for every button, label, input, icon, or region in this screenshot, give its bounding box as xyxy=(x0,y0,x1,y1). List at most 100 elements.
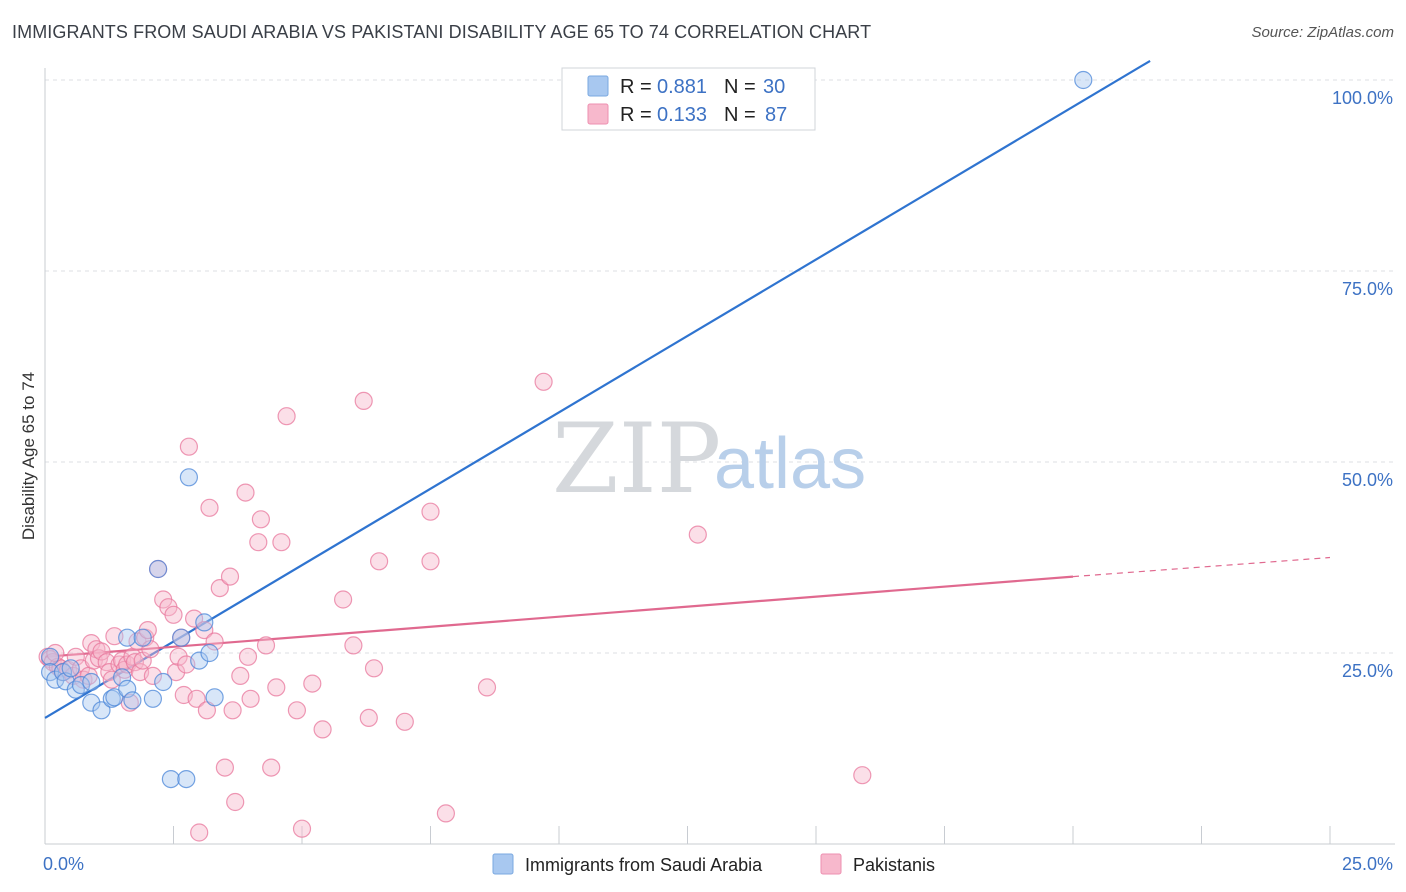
saudi-point-5 xyxy=(61,659,80,678)
pakistani-point-59 xyxy=(238,647,258,666)
legend-n-value-pakistani: 87 xyxy=(765,104,787,126)
pakistani-point-80 xyxy=(421,502,440,521)
saudi-point-19 xyxy=(149,559,168,579)
saudi-point-23 xyxy=(177,769,196,789)
pakistani-point-39 xyxy=(167,662,186,682)
watermark-zip: ZIP xyxy=(552,403,721,515)
saudi-trend-line xyxy=(44,59,1151,719)
pakistani-point-48 xyxy=(195,620,214,640)
x-tick-label-1: 25.0% xyxy=(1342,854,1393,874)
pakistani-point-46 xyxy=(187,689,206,708)
saudi-point-10 xyxy=(92,701,111,720)
y-tick-label-1: 50.0% xyxy=(1342,470,1393,490)
pakistani-trend-line xyxy=(44,575,1074,658)
pakistani-point-73 xyxy=(344,636,363,655)
pakistani-point-67 xyxy=(277,407,296,426)
saudi-point-0 xyxy=(40,647,60,666)
pakistani-point-72 xyxy=(334,590,353,609)
saudi-point-18 xyxy=(143,689,162,708)
legend-r-value-saudi: 0.881 xyxy=(657,76,707,98)
pakistani-point-51 xyxy=(205,632,224,651)
saudi-point-28 xyxy=(205,688,224,707)
pakistani-point-40 xyxy=(169,647,188,666)
pakistani-point-77 xyxy=(370,552,389,571)
legend-r-label: R = xyxy=(620,76,652,98)
legend-swatch-pakistani xyxy=(587,103,609,125)
saudi-point-16 xyxy=(123,691,142,710)
pakistani-point-66 xyxy=(272,533,291,552)
saudi-point-14 xyxy=(118,679,137,699)
pakistani-point-54 xyxy=(220,567,240,586)
bottom-legend-swatch-pakistani xyxy=(820,853,842,875)
saudi-point-15 xyxy=(118,628,137,647)
legend: R = 0.881 N = 30 R = 0.133 N = 87 xyxy=(561,67,816,131)
pakistani-point-84 xyxy=(688,525,707,544)
pakistani-point-61 xyxy=(249,533,268,552)
pakistani-point-34 xyxy=(143,666,162,686)
pakistani-point-81 xyxy=(436,804,455,823)
saudi-point-13 xyxy=(112,668,132,687)
pakistani-point-85 xyxy=(853,766,872,785)
pakistani-trend-extension xyxy=(1072,556,1331,578)
bottom-legend-swatch-saudi xyxy=(492,853,514,875)
y-tick-labels: 25.0% 50.0% 75.0% 100.0% xyxy=(1332,88,1393,681)
pakistani-point-83 xyxy=(534,372,553,391)
pakistani-point-75 xyxy=(359,708,378,728)
pakistani-point-69 xyxy=(292,819,312,838)
pakistani-point-76 xyxy=(364,659,384,678)
bottom-legend-label-saudi: Immigrants from Saudi Arabia xyxy=(525,855,763,875)
legend-swatch-saudi xyxy=(587,75,609,97)
y-tick-label-0: 25.0% xyxy=(1342,661,1393,681)
saudi-point-20 xyxy=(154,672,173,692)
bottom-legend-label-pakistani: Pakistanis xyxy=(853,855,935,875)
legend-r-label-2: R = xyxy=(620,104,652,126)
legend-n-value-saudi: 30 xyxy=(763,76,785,98)
bottom-legend: Immigrants from Saudi Arabia Pakistanis xyxy=(492,853,935,875)
saudi-point-29 xyxy=(1074,70,1093,90)
pakistani-point-45 xyxy=(185,609,204,628)
saudi-point-12 xyxy=(105,688,124,707)
pakistani-point-56 xyxy=(226,792,245,812)
pakistani-point-70 xyxy=(303,674,322,693)
legend-r-value-pakistani: 0.133 xyxy=(657,104,707,126)
saudi-point-17 xyxy=(133,628,152,647)
saudi-point-27 xyxy=(200,643,219,663)
legend-n-label: N = xyxy=(724,76,756,98)
pakistani-point-38 xyxy=(164,605,183,624)
pakistani-point-47 xyxy=(190,823,209,842)
pakistani-point-44 xyxy=(179,437,198,456)
x-tick-label-0: 0.0% xyxy=(43,854,84,874)
data-points xyxy=(38,70,1093,842)
pakistani-point-60 xyxy=(241,689,260,708)
watermark: ZIP atlas xyxy=(552,403,866,515)
x-tick-labels: 0.0% 25.0% xyxy=(43,854,1393,874)
pakistani-point-16 xyxy=(92,642,111,661)
source-label: Source: ZipAtlas.com xyxy=(1251,24,1394,41)
pakistani-point-65 xyxy=(267,678,286,697)
pakistani-point-68 xyxy=(287,701,306,720)
grid-lines xyxy=(45,79,1395,654)
pakistani-point-55 xyxy=(223,701,242,720)
trend-lines xyxy=(44,59,1331,719)
saudi-point-26 xyxy=(195,613,214,632)
pakistani-point-52 xyxy=(210,578,229,598)
y-tick-label-3: 100.0% xyxy=(1332,88,1393,108)
y-tick-label-2: 75.0% xyxy=(1342,279,1393,299)
pakistani-point-82 xyxy=(477,678,497,697)
saudi-point-9 xyxy=(82,693,101,712)
pakistani-point-63 xyxy=(256,636,276,655)
saudi-point-21 xyxy=(161,769,180,789)
pakistani-point-50 xyxy=(200,498,219,517)
pakistani-point-79 xyxy=(421,552,440,571)
saudi-point-24 xyxy=(179,468,198,487)
legend-n-label-2: N = xyxy=(724,104,756,126)
pakistani-point-62 xyxy=(251,510,270,529)
pakistani-point-64 xyxy=(262,758,281,777)
pakistani-point-78 xyxy=(395,712,414,731)
pakistani-point-57 xyxy=(231,666,250,686)
pakistani-point-71 xyxy=(313,720,332,739)
saudi-point-25 xyxy=(190,651,209,670)
watermark-atlas: atlas xyxy=(714,424,866,504)
pakistani-point-58 xyxy=(236,483,255,502)
